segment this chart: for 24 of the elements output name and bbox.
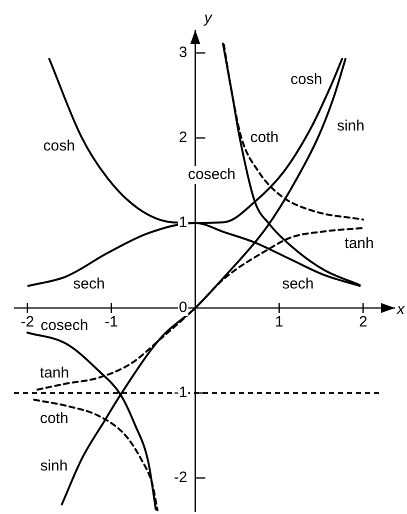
text: coth <box>250 129 279 146</box>
y-axis-title: y <box>203 10 214 27</box>
y-tick-label: 3 <box>178 44 188 62</box>
y-tick-label: -2 <box>174 469 188 486</box>
y-tick-label: 0 <box>178 299 188 316</box>
x-axis-title: x <box>396 301 405 318</box>
text: cosech <box>188 166 236 184</box>
text: sech <box>282 276 314 293</box>
text: sinh <box>336 117 365 134</box>
series-label: sech <box>73 276 105 293</box>
series-label: sinh <box>40 458 68 475</box>
y-tick-label: -1 <box>174 384 188 402</box>
x-tick-label: -1 <box>104 314 118 331</box>
text: tanh <box>344 235 374 252</box>
y-tick-label: 1 <box>178 214 188 232</box>
series-label: tanh <box>40 364 70 382</box>
series-label: coth <box>40 410 68 427</box>
x-tick-label: 2 <box>358 314 368 331</box>
x-tick-label: -2 <box>20 314 34 331</box>
x-tick-label: 1 <box>275 314 284 331</box>
series-label: cosech <box>40 316 88 334</box>
text: cosh <box>290 71 322 88</box>
y-tick-label: 2 <box>178 129 188 146</box>
series-label: cosh <box>43 137 75 154</box>
